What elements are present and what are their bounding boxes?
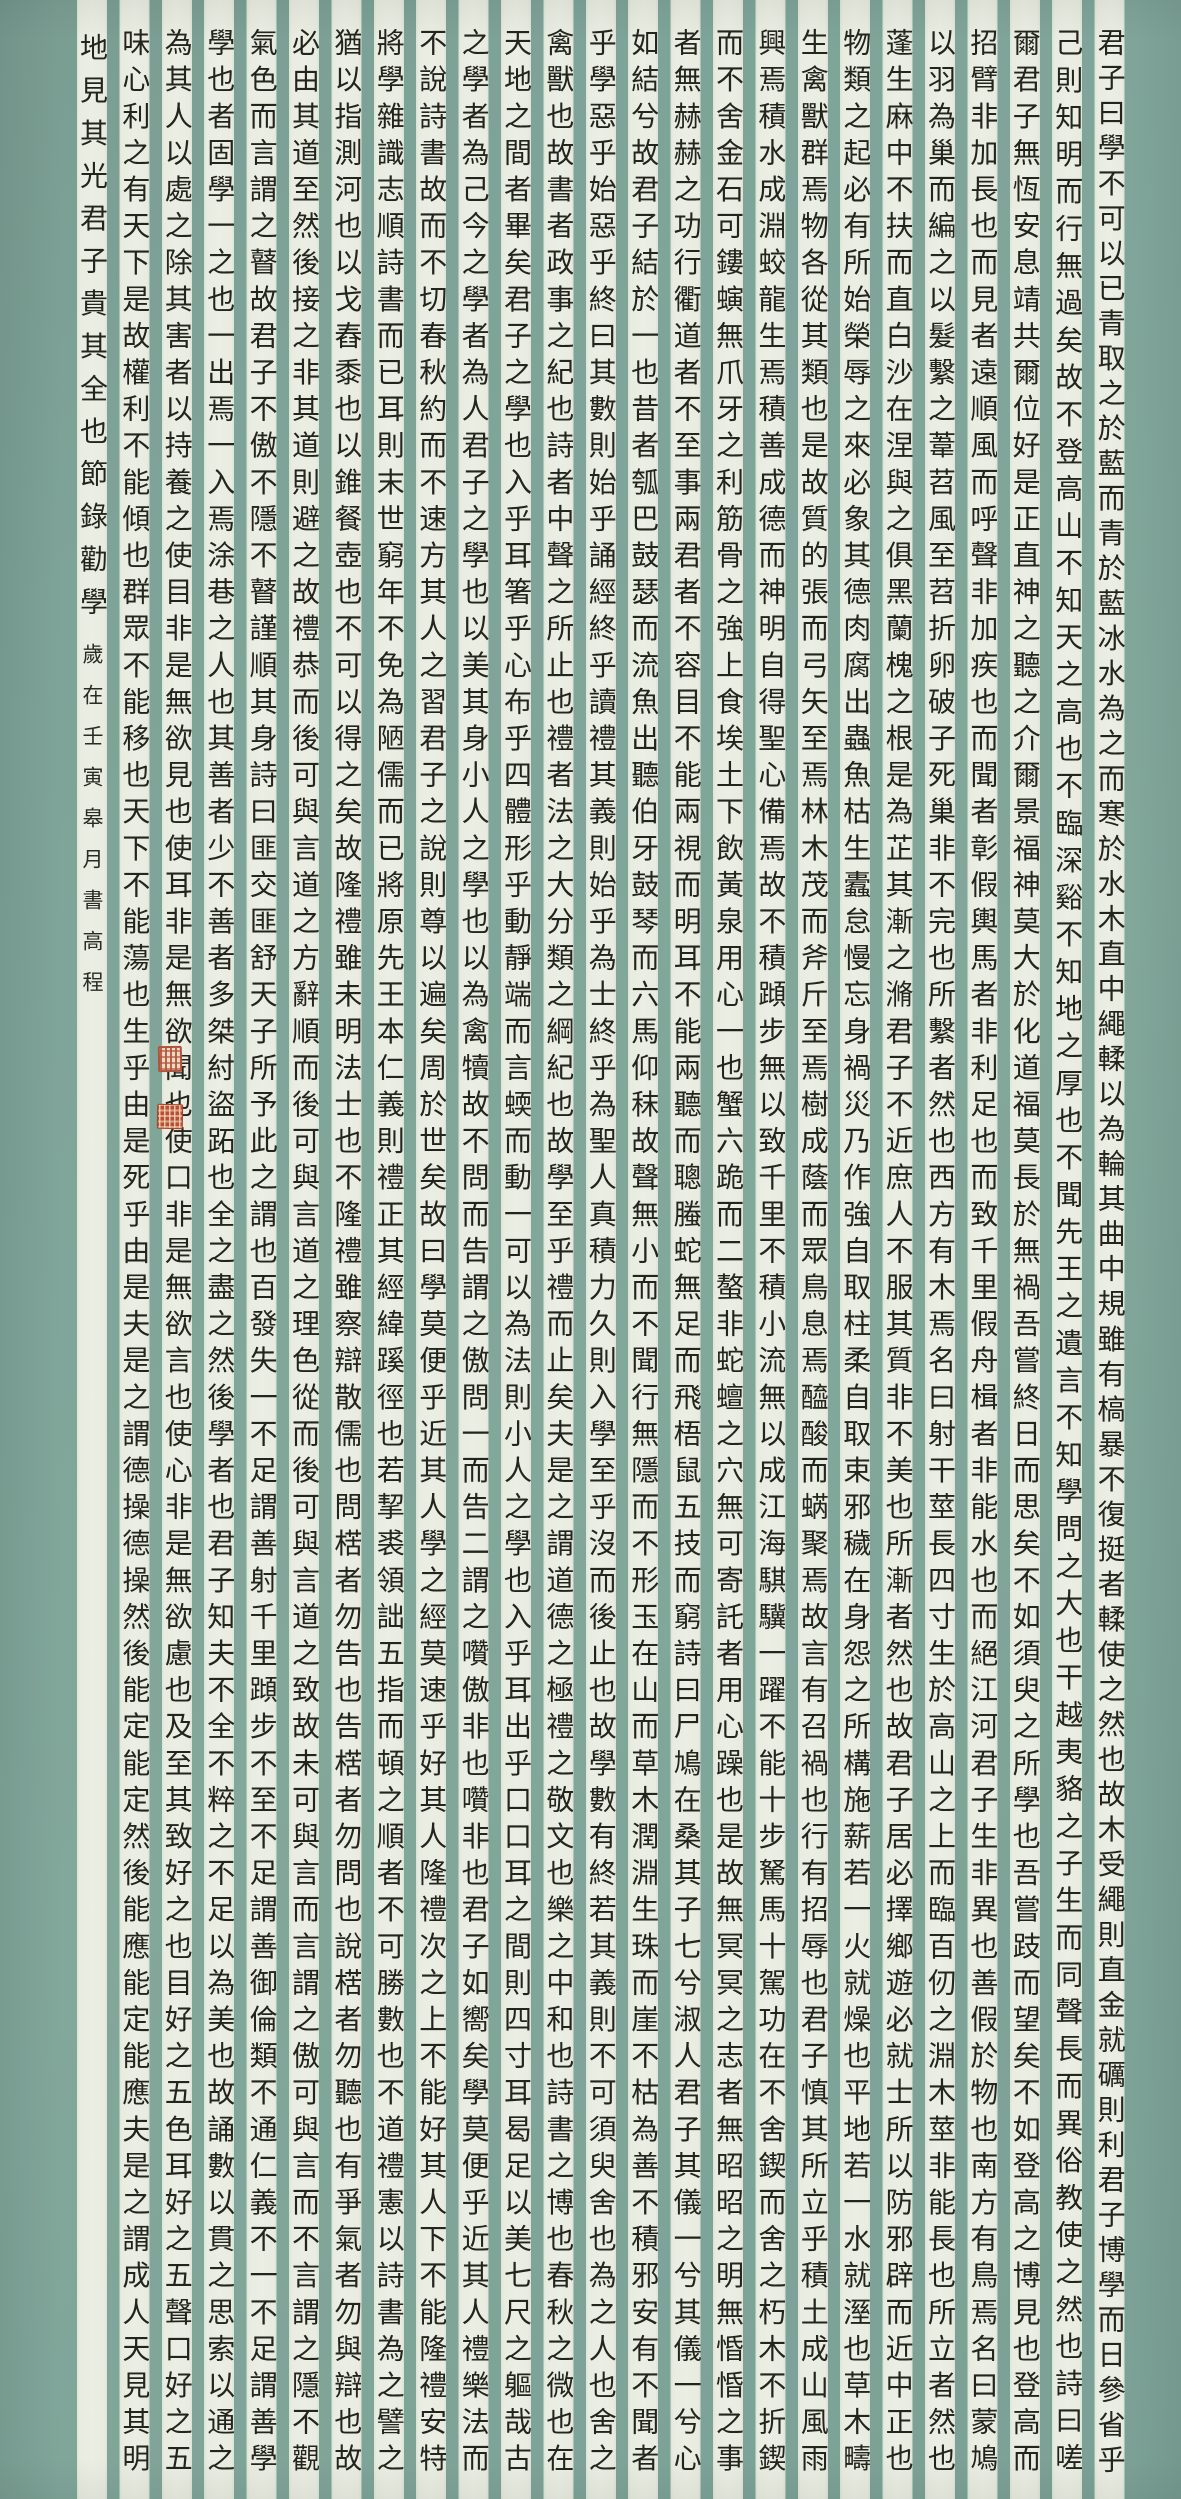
text-column: 己則知明而行無過矣故不登高山不知天之高也不臨深谿不知地之厚也不聞先王之遺言不知學… <box>1052 28 1083 2480</box>
paper-stripes <box>77 0 1125 2499</box>
text-column: 物類之起必有所始榮辱之來必象其德肉腐出蟲魚枯生蠹怠慢忘身禍災乃作強自取柱柔自取束… <box>840 28 871 2481</box>
text-column: 之學者為己今之學者為人君子之學也以美其身小人之學也以為禽犢故不問而告謂之傲問一而… <box>458 28 489 2481</box>
text-column: 以羽為巢而編之以髮繫之葦苕風至苕折卵破子死巢非不完也所繫者然也西方有木焉名曰射干… <box>925 28 955 2481</box>
artist-signature: 高程 <box>80 930 104 1012</box>
artist-seal-upper-icon <box>157 1045 183 1073</box>
text-column: 將學雜識志順詩書而已耳則末世窮年不免為陋儒而已將原先王本仁義則禮正其經緯蹊徑也若… <box>373 28 404 2481</box>
text-column: 學也者固學一之也一出焉一入焉涂巷之人也其善者少不善者多桀紂盜跖也全之盡之然後學者… <box>204 28 235 2481</box>
text-column: 為其人以處之除其害者以持養之使目非是無欲見也使耳非是無欲聞也使口非是無欲言也使心… <box>161 28 192 2481</box>
text-column: 味心利之有天下是故權利不能傾也群眾不能移也天下不能蕩也生乎由是死乎由是夫是之謂德… <box>119 28 150 2481</box>
text-column: 君子曰學不可以已青取之於藍而青於藍冰水為之而寒於水木直中繩輮以為輪其曲中規雖有槁… <box>1094 28 1125 2481</box>
text-column: 天地之間者畢矣君子之學也入乎耳箸乎心布乎四體形乎動靜端而言蝡而動一可以為法則小人… <box>501 28 531 2481</box>
text-column: 如結兮故君子結於一也昔者瓠巴鼓瑟而流魚出聽伯牙鼓琴而六馬仰秣故聲無小而不聞行無隱… <box>628 28 659 2481</box>
text-column: 不說詩書故而不切春秋約而不速方其人之習君子之說則尊以遍矣周於世矣故曰學莫便乎近其… <box>416 28 447 2481</box>
text-column: 氣色而言謂之瞽故君子不傲不隱不瞽謹順其身詩曰匪交匪舒天子所予此之謂也百發失一不足… <box>246 28 277 2481</box>
final-column: 地見其光君子貴其全也節錄勸學 歲在壬寅皋月書高程 <box>76 0 184 2499</box>
text-column: 者無赫赫之功行衢道者不至事兩君者不容目不能兩視而明耳不能兩聽而聰螣蛇無足而飛梧鼠… <box>670 28 701 2481</box>
text-column: 必由其道至然後接之非其道則避之故禮恭而後可與言道之方辭順而後可與言道之理色從而後… <box>289 28 319 2481</box>
colophon-date: 歲在壬寅皋月書 <box>80 643 104 930</box>
closing-text: 地見其光君子貴其全也 <box>76 33 109 459</box>
text-column: 蓬生麻中不扶而直白沙在涅與之俱黑蘭槐之根是為芷其漸之滫君子不近庶人不服其質非不美… <box>882 28 913 2481</box>
text-column: 而不舍金石可鏤螾無爪牙之利筋骨之強上食埃土下飲黃泉用心一也蟹六跪而二螯非蛇蟺之穴… <box>713 28 743 2481</box>
colophon-line: 歲在壬寅皋月書高程 <box>79 643 105 1033</box>
closing-and-inscription: 地見其光君子貴其全也節錄勸學 <box>76 33 109 643</box>
inscription-text: 節錄勸學 <box>76 459 109 630</box>
text-column: 生禽獸群焉物各從其類也是故質的張而弓矢至焉林木茂而斧斤至焉樹成蔭而眾鳥息焉醯酸而… <box>797 28 828 2481</box>
text-column: 招臂非加長也而見者遠順風而呼聲非加疾也而聞者彰假輿馬者非利足也而致千里假舟楫者非… <box>967 28 998 2481</box>
text-column: 乎學惡乎始惡乎終曰其數則始乎誦經終乎讀禮其義則始乎為士終乎為聖人真積力久則入學至… <box>585 28 616 2481</box>
text-column: 爾君子無恆安息靖共爾位好是正直神之聽之介爾景福神莫大於化道福莫長於無禍吾嘗終日而… <box>1009 28 1040 2481</box>
text-column: 猶以指測河也以戈舂黍也以錐餐壺也不可以得之矣故隆禮雖未明法士也不隆禮雖察辯散儒也… <box>331 28 362 2481</box>
artist-seal-lower-icon <box>156 1103 184 1130</box>
text-column: 禽獸也故書者政事之紀也詩者中聲之所止也禮者法之大分類之綱紀也故學至乎禮而止矣夫是… <box>543 28 574 2481</box>
text-column: 興焉積水成淵蛟龍生焉積善成德而神明自得聖心備焉故不積蹞步無以致千里不積小流無以成… <box>755 28 786 2481</box>
